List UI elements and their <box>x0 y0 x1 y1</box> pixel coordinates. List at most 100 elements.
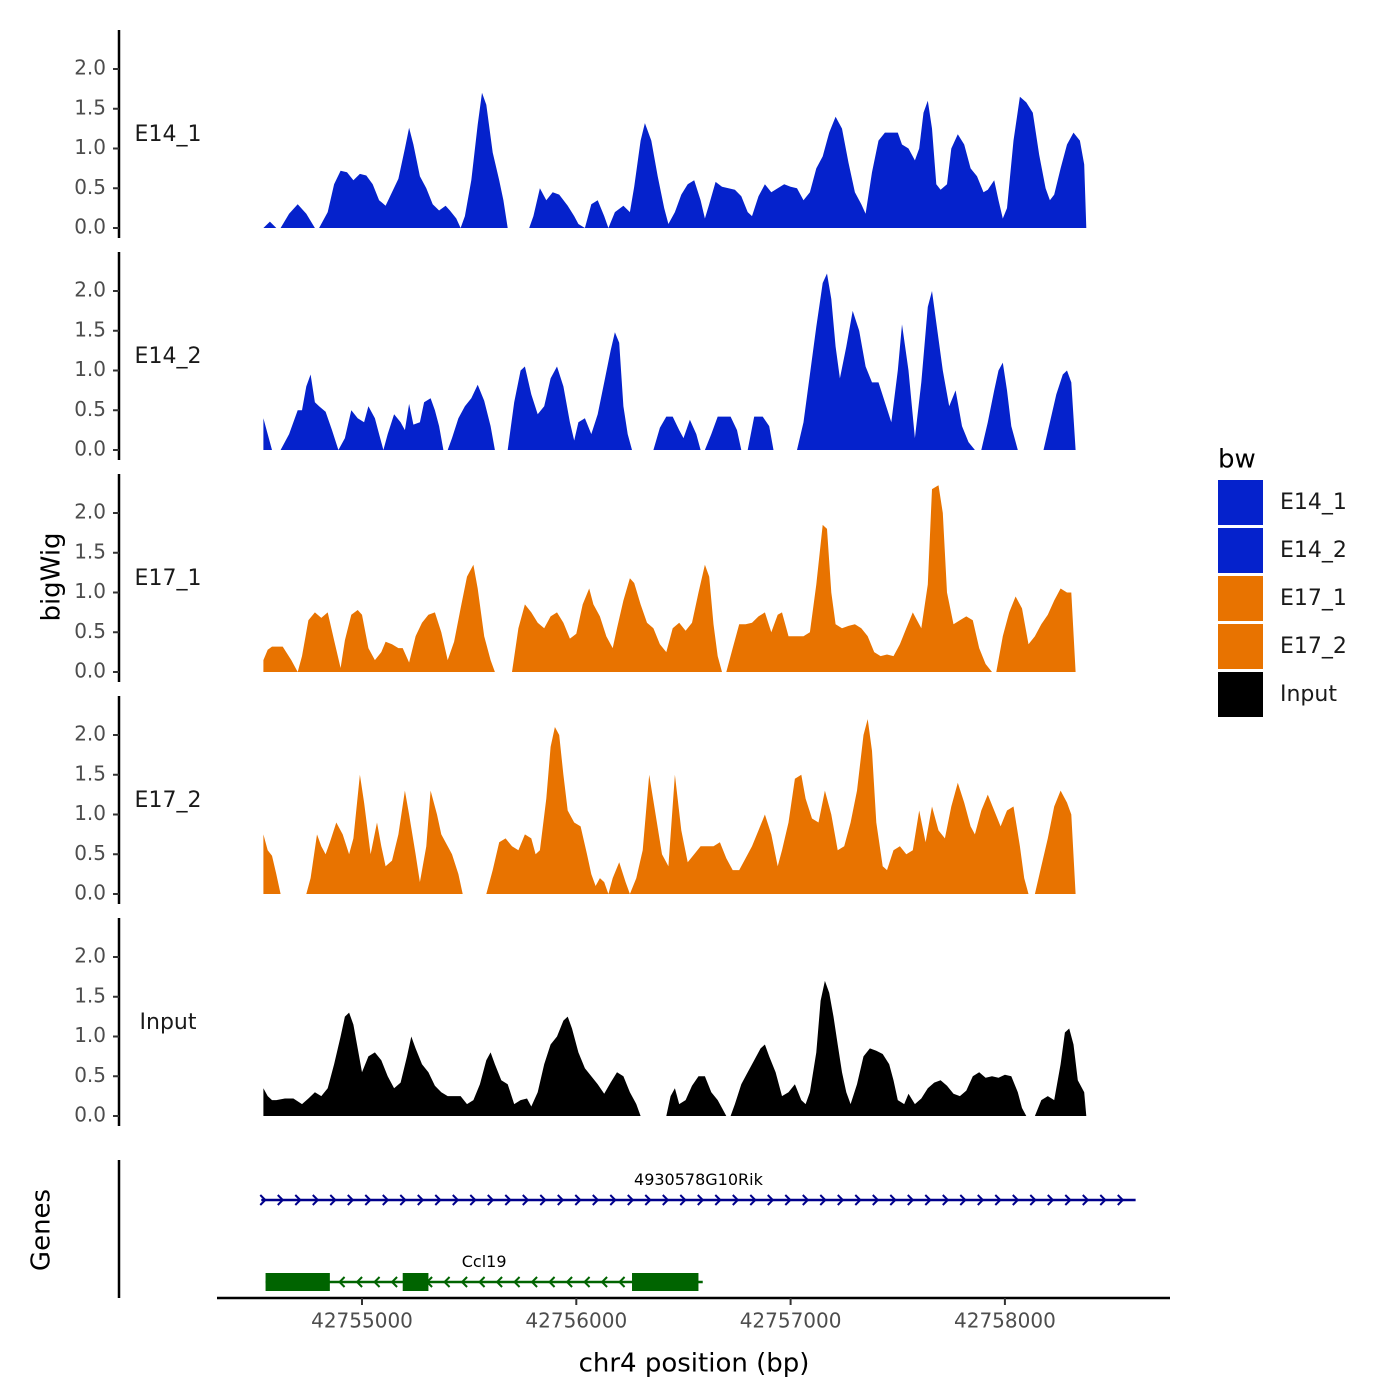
legend-label: E17_1 <box>1280 586 1347 611</box>
strand-chevron <box>977 1194 985 1206</box>
legend-entry: E14_1 <box>1218 480 1347 525</box>
y-tick-label: 2.0 <box>74 500 106 524</box>
coverage-area-segment <box>512 564 722 672</box>
y-tick-label: 1.5 <box>74 983 106 1007</box>
strand-chevron <box>259 1194 267 1206</box>
legend-entry: E17_2 <box>1218 624 1347 669</box>
strand-chevron <box>994 1194 1002 1206</box>
track-label: E17_1 <box>135 566 202 591</box>
track-label: Input <box>140 1010 197 1035</box>
strand-chevron <box>959 1194 967 1206</box>
strand-chevron <box>732 1194 740 1206</box>
strand-chevron <box>364 1194 372 1206</box>
strand-chevron <box>504 1194 512 1206</box>
track-E17_1: 0.0 0.5 1.0 1.5 2.0 E17_1 <box>74 474 1076 683</box>
strand-chevron <box>802 1194 810 1206</box>
strand-chevron <box>1047 1194 1055 1206</box>
legend-entry: Input <box>1218 672 1337 717</box>
strand-chevron <box>487 1194 495 1206</box>
gene-Ccl19: Ccl19 <box>265 1252 703 1291</box>
y-tick-label: 1.0 <box>74 357 106 381</box>
strand-chevron <box>924 1194 932 1206</box>
strand-chevron <box>609 1194 617 1206</box>
strand-chevron <box>399 1194 407 1206</box>
strand-chevron <box>644 1194 652 1206</box>
legend-title: bw <box>1218 445 1256 475</box>
strand-chevron <box>469 1194 477 1206</box>
track-Input: 0.0 0.5 1.0 1.5 2.0 Input <box>74 918 1087 1127</box>
strand-chevron <box>1064 1194 1072 1206</box>
strand-chevron <box>1012 1194 1020 1206</box>
legend-swatch <box>1218 576 1263 621</box>
legend: bw E14_1 E14_2 E17_1 E17_2 Input <box>1218 445 1347 717</box>
coverage-tracks: 0.0 0.5 1.0 1.5 2.0 E14_1 0.0 0.5 1.0 1.5 2.0 E14_2… <box>74 30 1087 1127</box>
strand-chevron <box>618 1276 626 1288</box>
coverage-area-segment <box>1043 370 1076 450</box>
strand-chevron <box>478 1276 486 1288</box>
strand-chevron <box>714 1194 722 1206</box>
track-label: E14_1 <box>135 122 202 147</box>
legend-entry: E14_2 <box>1218 528 1347 573</box>
strand-chevron <box>294 1194 302 1206</box>
coverage-area-segment <box>666 1076 727 1116</box>
y-tick-label: 1.5 <box>74 539 106 563</box>
strand-chevron <box>592 1194 600 1206</box>
strand-chevron <box>872 1194 880 1206</box>
strand-chevron <box>574 1194 582 1206</box>
y-tick-label: 1.5 <box>74 761 106 785</box>
strand-chevron <box>382 1194 390 1206</box>
coverage-area-segment <box>263 374 495 450</box>
strand-chevron <box>837 1194 845 1206</box>
strand-chevron <box>557 1194 565 1206</box>
y-tick-label: 0.5 <box>74 1063 106 1087</box>
strand-chevron <box>679 1194 687 1206</box>
x-tick-label: 42755000 <box>311 1309 413 1333</box>
y-tick-label: 0.5 <box>74 397 106 421</box>
strand-chevron <box>338 1276 346 1288</box>
strand-chevron <box>539 1194 547 1206</box>
strand-chevron <box>355 1276 363 1288</box>
strand-chevron <box>942 1194 950 1206</box>
y-tick-label: 2.0 <box>74 944 106 968</box>
y-tick-label: 1.0 <box>74 1023 106 1047</box>
y-tick-label: 0.5 <box>74 841 106 865</box>
coverage-area-segment <box>263 834 281 894</box>
strand-chevron <box>495 1276 503 1288</box>
strand-chevron <box>697 1194 705 1206</box>
y-tick-label: 0.0 <box>74 215 106 239</box>
coverage-area-segment <box>529 96 1087 228</box>
strand-chevron <box>417 1194 425 1206</box>
legend-swatch <box>1218 480 1263 525</box>
coverage-area-segment <box>306 774 463 894</box>
genes-panel-title: Genes <box>27 1189 57 1271</box>
legend-swatch <box>1218 624 1263 669</box>
y-tick-label: 1.0 <box>74 579 106 603</box>
y-tick-label: 1.5 <box>74 317 106 341</box>
strand-chevron <box>1029 1194 1037 1206</box>
strand-chevron <box>347 1194 355 1206</box>
y-tick-label: 2.0 <box>74 722 106 746</box>
y-tick-label: 2.0 <box>74 278 106 302</box>
coverage-area-segment <box>797 273 975 450</box>
y-tick-label: 0.0 <box>74 881 106 905</box>
gene-name-label: 4930578G10Rik <box>634 1170 764 1189</box>
legend-swatch <box>1218 528 1263 573</box>
strand-chevron <box>530 1276 538 1288</box>
y-tick-label: 1.0 <box>74 135 106 159</box>
coverage-area-segment <box>507 332 632 450</box>
coverage-area-segment <box>263 92 508 228</box>
strand-chevron <box>662 1194 670 1206</box>
legend-entry: E17_1 <box>1218 576 1347 621</box>
genes-panel: 4930578G10Rik Ccl19 <box>117 1160 1136 1298</box>
coverage-area-segment <box>653 416 774 450</box>
legend-swatch <box>1218 672 1263 717</box>
coverage-area-segment <box>1034 1028 1087 1116</box>
strand-chevron <box>819 1194 827 1206</box>
legend-label: Input <box>1280 682 1337 707</box>
strand-chevron <box>907 1194 915 1206</box>
track-label: E14_2 <box>135 344 202 369</box>
coverage-area-segment <box>981 362 1018 450</box>
x-axis: 42755000 42756000 42757000 42758000 <box>217 1296 1170 1333</box>
strand-chevron <box>889 1194 897 1206</box>
strand-chevron <box>277 1194 285 1206</box>
